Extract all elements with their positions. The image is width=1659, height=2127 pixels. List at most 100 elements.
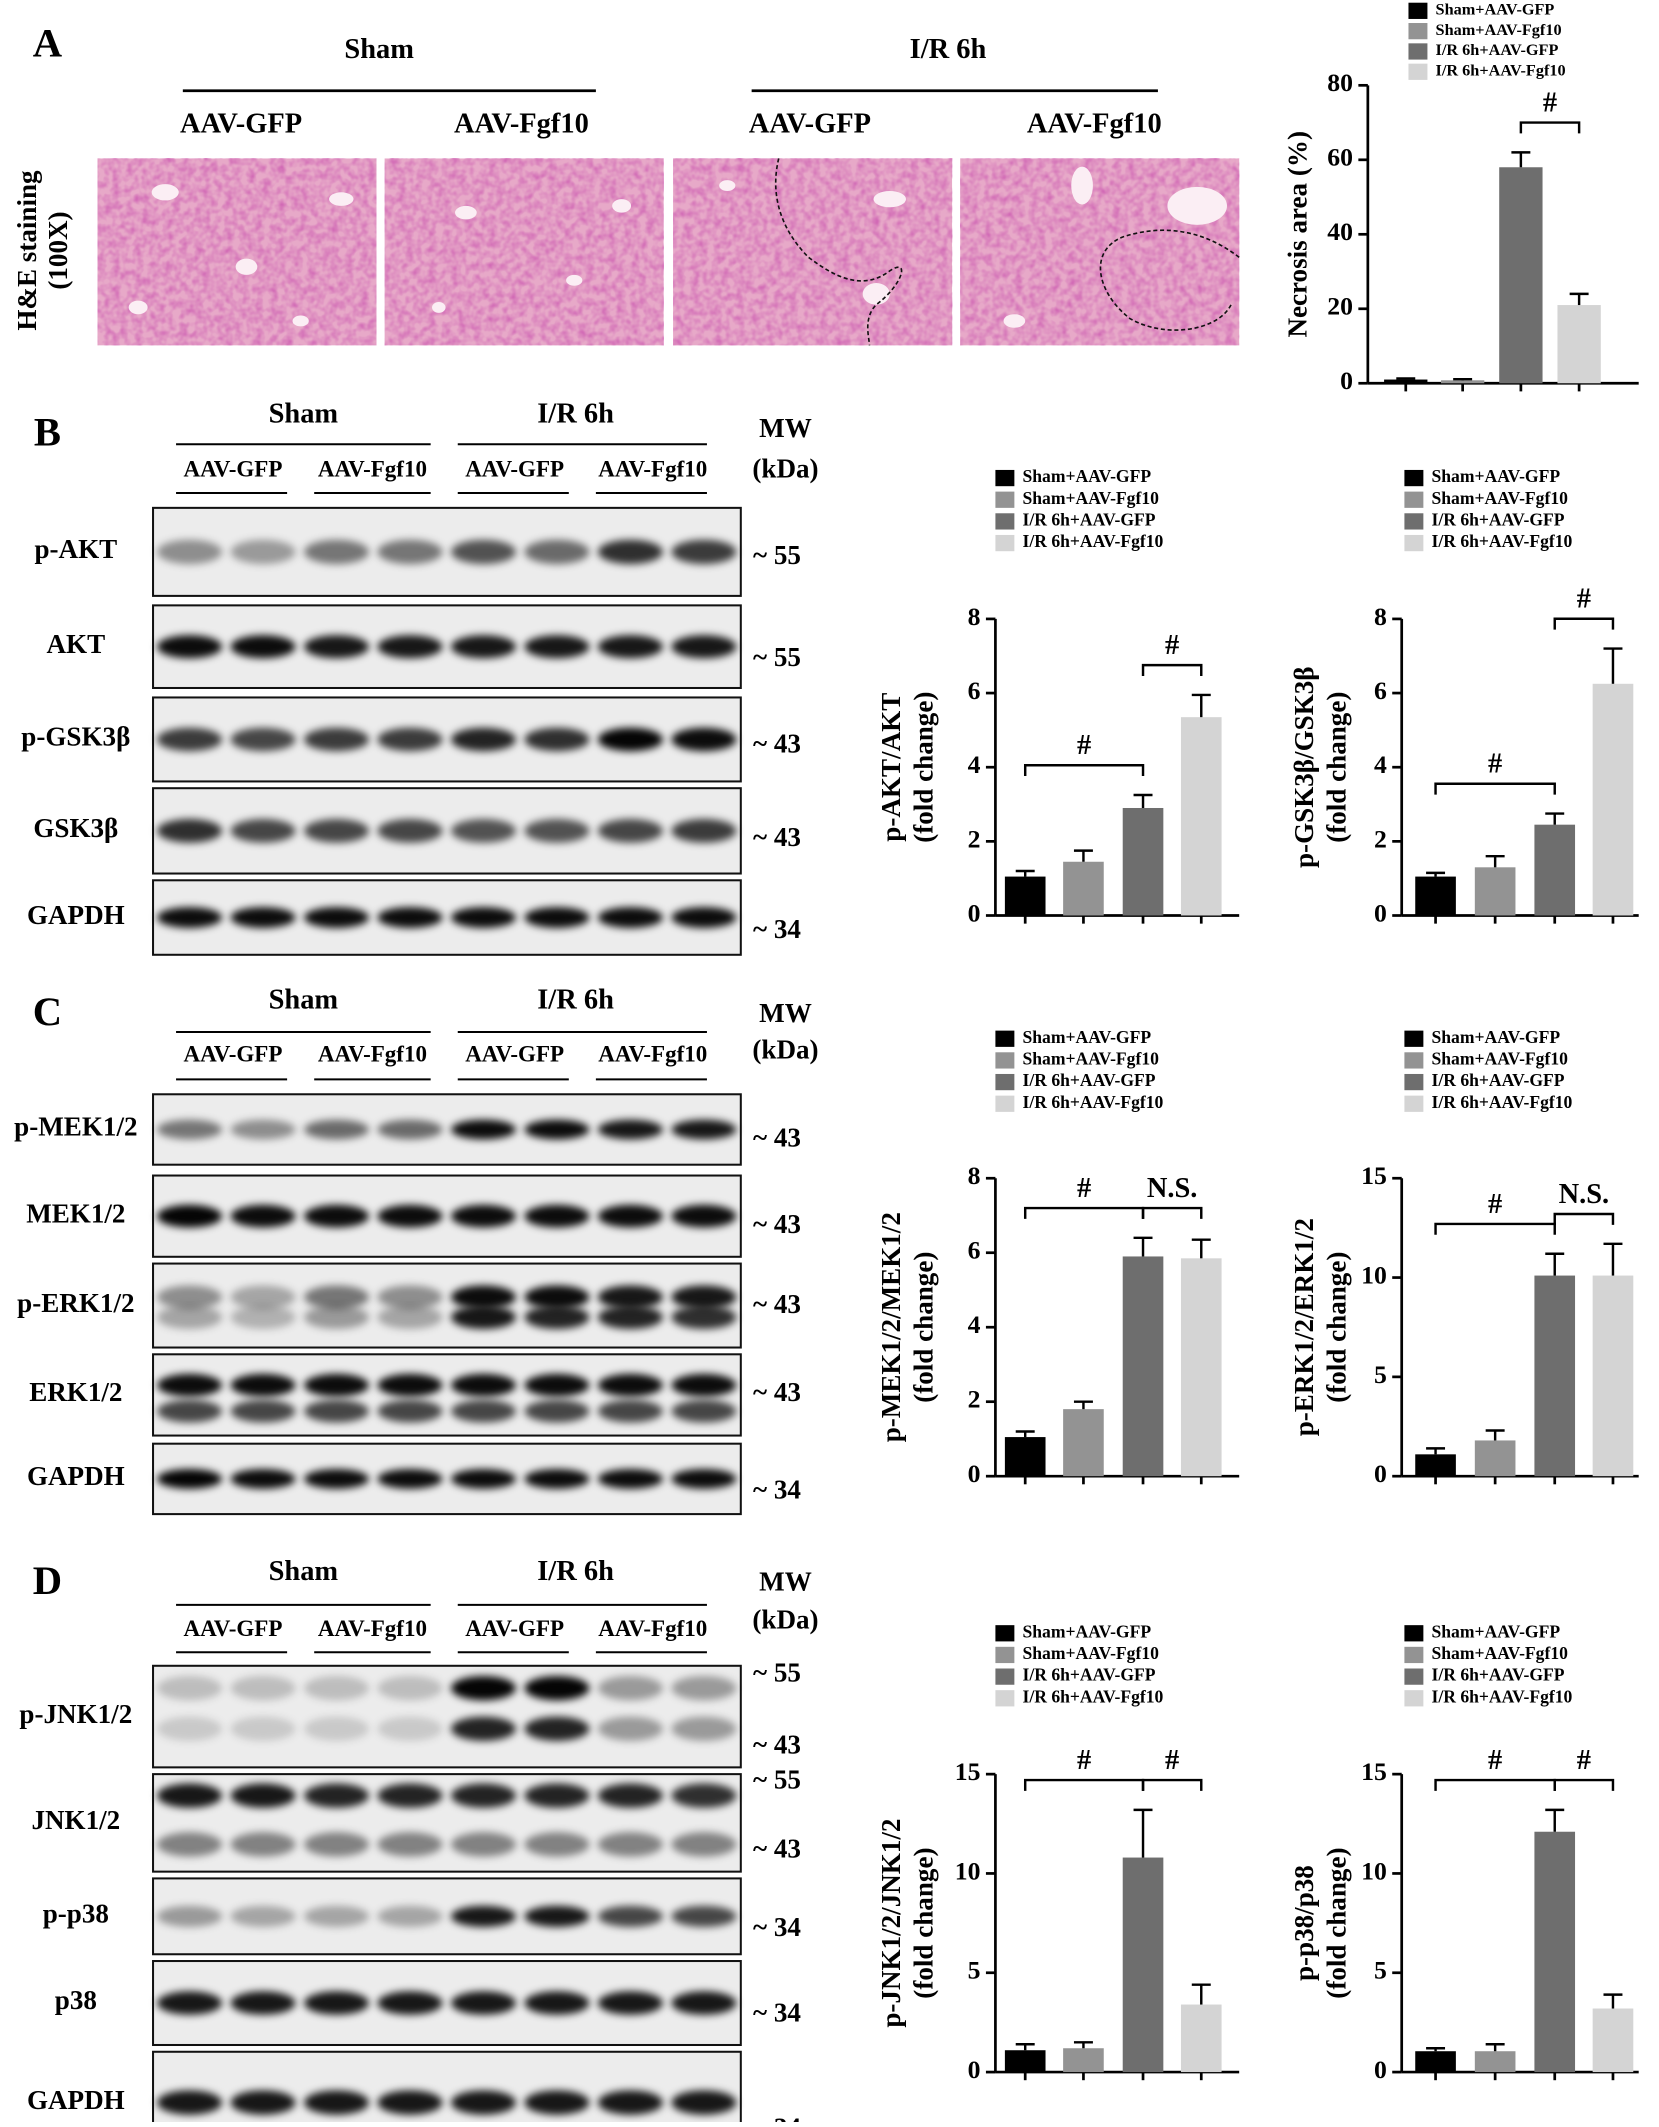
blot-band: [377, 1783, 443, 1808]
blot-band: [450, 1305, 516, 1330]
blot-band: [450, 635, 516, 659]
blot-band: [524, 727, 590, 752]
blot-row-label: p-p38: [43, 1899, 109, 1929]
blot-band: [377, 1119, 443, 1140]
blot-band: [597, 539, 663, 565]
blot-band: [524, 1469, 590, 1489]
blot-band: [597, 1305, 663, 1330]
row-label: (100X): [43, 211, 73, 289]
blot-band: [524, 1204, 590, 1228]
blot-band: [230, 539, 296, 565]
blot-band: [377, 1905, 443, 1927]
blot-band: [450, 1373, 516, 1397]
blot-band: [524, 1399, 590, 1423]
y-axis-label: (fold change): [1322, 1252, 1352, 1403]
y-tick-label: 6: [1374, 676, 1387, 705]
blot-band: [450, 1832, 516, 1857]
legend-label: Sham+AAV-GFP: [1022, 466, 1151, 486]
y-tick-label: 0: [1374, 898, 1387, 927]
blot-row-label: GAPDH: [27, 1461, 125, 1491]
blot-band: [304, 2090, 370, 2115]
significance-label: #: [1077, 730, 1091, 761]
figure-content: A Sham I/R 6h AAV-GFP AAV-Fgf10 AAV-GFP AAV-Fg…: [12, 1, 1639, 2127]
blot-band: [597, 1832, 663, 1857]
blot-row-label: p-JNK1/2: [19, 1699, 132, 1729]
blot-strip: [152, 1174, 742, 1258]
blot-band: [230, 907, 296, 928]
subgroup-label: AAV-GFP: [749, 108, 871, 139]
tissue-texture: [97, 158, 377, 346]
legend-label: Sham+AAV-Fgf10: [1436, 21, 1562, 39]
y-tick-label: 5: [968, 1956, 981, 1985]
y-tick-label: 40: [1327, 217, 1353, 246]
significance-label: #: [1577, 1745, 1591, 1776]
bar: [1415, 2051, 1456, 2073]
blot-band: [671, 1285, 737, 1309]
blot-band: [671, 539, 737, 565]
blot-band: [671, 1905, 737, 1927]
subgroup-label: AAV-Fgf10: [318, 1041, 427, 1067]
subgroup-label: AAV-Fgf10: [318, 456, 427, 482]
blot-band: [230, 635, 296, 659]
y-tick-label: 2: [968, 824, 981, 853]
blot-band: [524, 1305, 590, 1330]
blot-band: [304, 907, 370, 928]
blot-band: [304, 1469, 370, 1489]
blot-band: [524, 1119, 590, 1140]
group-header: I/R 6h: [537, 398, 614, 429]
error-bar: [1426, 1447, 1446, 1455]
vessel: [455, 205, 477, 220]
significance-bracket: [1519, 121, 1581, 134]
error-bar: [1073, 1400, 1093, 1410]
y-tick-label: 0: [968, 1459, 981, 1488]
mw-label: ~ 55: [753, 1657, 801, 1687]
mw-header: MW: [759, 413, 812, 443]
blot-band: [230, 1905, 296, 1927]
blot-band: [450, 1285, 516, 1309]
blot-band: [597, 818, 663, 843]
bracket-line: [1434, 1222, 1556, 1235]
significance-bracket: [1023, 764, 1145, 777]
legend-swatch: [995, 491, 1015, 508]
y-axis-label: (fold change): [909, 1848, 939, 1999]
y-axis-label: (fold change): [909, 1252, 939, 1403]
significance-label: #: [1165, 630, 1179, 661]
blot-band: [450, 1119, 516, 1140]
y-tick-label: 10: [955, 1856, 981, 1885]
y-tick-label: 4: [1374, 750, 1387, 779]
mw-label: ~ 43: [753, 728, 801, 758]
blot-band: [524, 1373, 590, 1397]
y-axis-label: p-p38/p38: [1289, 1865, 1319, 1981]
legend-label: I/R 6h+AAV-Fgf10: [1431, 531, 1572, 551]
mw-label: ~ 43: [753, 1377, 801, 1407]
blot-band: [597, 1285, 663, 1309]
blot-band: [304, 1675, 370, 1701]
significance-bracket: [1553, 617, 1615, 630]
bracket-line: [1141, 1206, 1203, 1219]
blot-band: [157, 1373, 223, 1397]
y-tick-label: 15: [955, 1757, 981, 1786]
legend-label: Sham+AAV-GFP: [1436, 1, 1555, 19]
blot-band: [157, 1991, 223, 2015]
significance-label: #: [1165, 1745, 1179, 1776]
blot-band: [524, 635, 590, 659]
blot-band: [157, 1399, 223, 1423]
blot-band: [671, 818, 737, 843]
vessel: [873, 190, 907, 208]
error-bar: [1485, 1429, 1505, 1441]
mw-label: ~ 43: [753, 1123, 801, 1153]
error-bar: [1191, 1238, 1211, 1259]
blot-band: [230, 1469, 296, 1489]
blot-strip: [152, 2050, 742, 2127]
panel-label: C: [33, 989, 62, 1034]
group-header: I/R 6h: [537, 985, 614, 1016]
mw-header: MW: [759, 1567, 812, 1597]
error-bar: [1015, 2043, 1035, 2051]
legend-label: I/R 6h+AAV-Fgf10: [1431, 1092, 1572, 1112]
blot-band: [524, 1991, 590, 2015]
blot-band: [377, 1675, 443, 1701]
blot-band: [671, 907, 737, 928]
significance-bracket: [1141, 1778, 1203, 1791]
vessel: [235, 258, 258, 275]
blot-band: [157, 907, 223, 928]
